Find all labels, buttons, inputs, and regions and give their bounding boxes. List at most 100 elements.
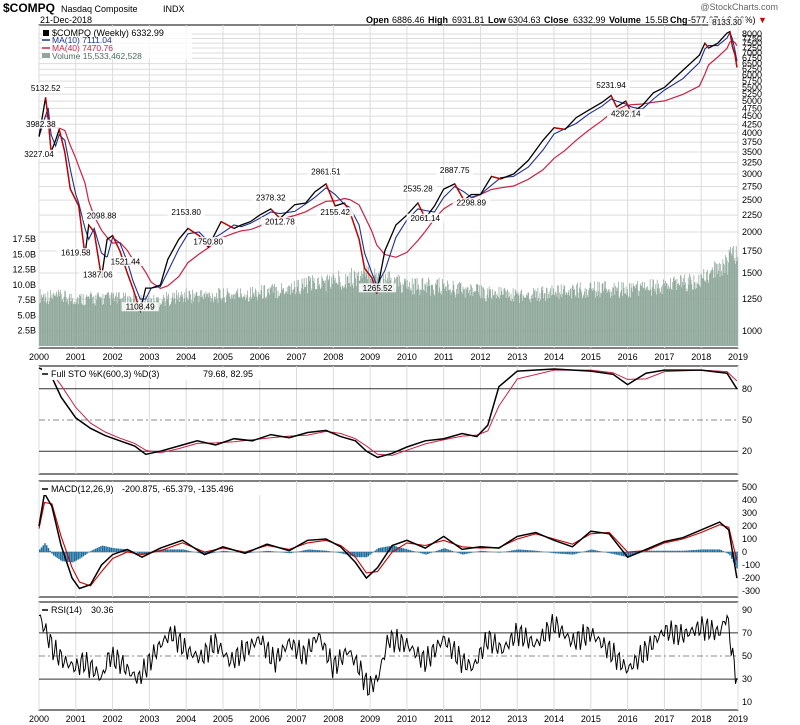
volume-bar	[176, 295, 178, 346]
volume-bar	[465, 287, 467, 346]
volume-bar	[43, 294, 44, 346]
volume-bar	[435, 283, 436, 346]
macd-histogram-bar	[80, 552, 83, 558]
volume-bar	[290, 294, 292, 346]
volume-bar	[320, 289, 321, 346]
volume-bar	[149, 301, 151, 346]
x-tick-label-top: 2008	[323, 352, 343, 362]
volume-bar	[340, 286, 342, 346]
macd-histogram-bar	[273, 551, 275, 553]
volume-bar	[521, 289, 522, 346]
volume-bar	[378, 271, 380, 346]
macd-histogram-bar	[510, 550, 513, 553]
macd-histogram-bar	[612, 552, 614, 554]
volume-bar	[404, 281, 406, 346]
volume-bar	[578, 297, 580, 346]
macd-histogram-bar	[671, 550, 674, 553]
price-y-tick-label: 7250	[742, 43, 762, 53]
macd-histogram-bar	[318, 550, 321, 553]
macd-histogram-bar	[731, 552, 733, 559]
volume-bar	[228, 293, 229, 346]
volume-bar	[603, 291, 604, 346]
close-value: 6332.99	[573, 15, 606, 25]
macd-histogram-bar	[484, 551, 487, 553]
macd-panel-frame	[38, 480, 739, 598]
volume-bar	[729, 252, 731, 346]
volume-bar	[589, 287, 590, 346]
macd-histogram-bar	[112, 548, 114, 553]
volume-bar	[346, 288, 347, 346]
volume-bar	[428, 277, 429, 346]
volume-bar	[245, 300, 246, 346]
x-tick-label-bottom: 2013	[507, 714, 527, 724]
volume-bar	[512, 299, 513, 346]
volume-bar	[425, 284, 426, 346]
volume-bar	[685, 291, 687, 346]
macd-histogram-bar	[288, 552, 291, 554]
volume-bar	[718, 262, 720, 346]
volume-bar	[646, 285, 648, 346]
volume-bar	[161, 303, 162, 346]
volume-bar	[480, 298, 482, 346]
macd-histogram-bar	[673, 550, 675, 553]
volume-bar	[362, 274, 364, 346]
volume-bar	[337, 284, 339, 346]
sto-lines	[38, 367, 738, 459]
macd-histogram-bar	[302, 550, 305, 553]
macd-histogram-bar	[142, 552, 144, 555]
annotation-label: 5231.94	[596, 81, 626, 90]
macd-histogram-bar	[351, 552, 354, 557]
x-tick-label-bottom: 2000	[29, 714, 49, 724]
volume-bar	[459, 281, 460, 346]
volume-bar	[120, 298, 122, 346]
volume-bar	[519, 302, 520, 346]
volume-bar	[311, 288, 313, 346]
macd-histogram-bar	[461, 552, 464, 555]
volume-bar	[550, 288, 551, 346]
volume-bar	[444, 288, 446, 346]
macd-histogram-bar	[668, 550, 670, 553]
volume-bar	[732, 247, 734, 346]
annotation-bg	[358, 283, 397, 293]
volume-bar	[572, 285, 574, 346]
annotation-label: 2298.89	[456, 199, 486, 208]
volume-bar	[315, 288, 317, 346]
volume-bar	[408, 281, 410, 346]
volume-bar	[543, 293, 545, 346]
volume-bar	[662, 284, 664, 346]
macd-histogram-bar	[477, 551, 480, 553]
volume-bar	[607, 290, 609, 346]
volume-bar	[398, 286, 400, 346]
volume-bar	[61, 300, 63, 346]
volume-bar	[401, 292, 403, 346]
volume-bar	[205, 291, 207, 346]
volume-bar	[219, 290, 221, 346]
macd-histogram-bar	[229, 551, 231, 553]
macd-histogram-bar	[458, 552, 460, 554]
volume-bar	[418, 289, 420, 346]
volume-bar	[214, 296, 215, 346]
macd-histogram-bar	[213, 552, 216, 553]
volume-bar	[644, 282, 645, 346]
annotation-label: 4292.14	[611, 109, 641, 118]
macd-histogram-bar	[168, 549, 170, 553]
volume-bar	[724, 273, 726, 346]
volume-bar	[538, 301, 540, 346]
volume-bar	[421, 278, 423, 346]
x-tick-label-bottom: 2009	[360, 714, 380, 724]
volume-bar	[85, 297, 87, 346]
volume-bar	[210, 301, 212, 346]
down-candle-segment	[349, 211, 360, 240]
open-label: Open	[366, 15, 389, 25]
volume-bar	[75, 304, 76, 346]
volume-bar	[620, 292, 621, 346]
volume-bar	[348, 282, 350, 346]
volume-bar	[537, 287, 539, 346]
macd-signal-line	[38, 501, 738, 587]
volume-bar	[502, 294, 503, 346]
macd-histogram-bar	[664, 550, 667, 553]
volume-bar	[410, 288, 412, 346]
macd-histogram-bar	[79, 552, 81, 559]
volume-bar	[77, 304, 79, 346]
